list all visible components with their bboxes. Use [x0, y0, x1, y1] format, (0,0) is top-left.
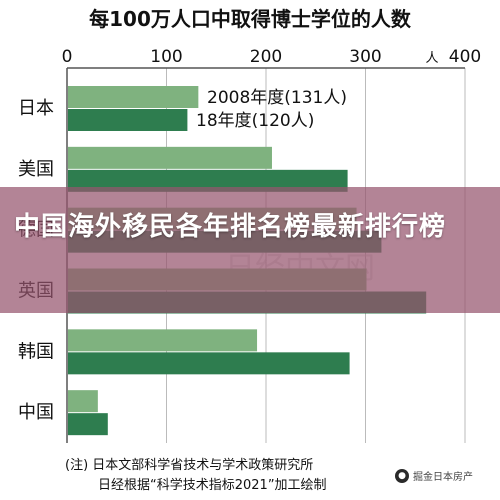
annotation-2018: 18年度(120人) [196, 111, 314, 131]
x-tick-label: 300 [349, 47, 381, 67]
category-label: 中国 [18, 402, 54, 423]
title-overlay-band [0, 187, 500, 313]
bar-2018 [68, 109, 188, 131]
bar-2018 [68, 352, 350, 375]
x-tick-label: 0 [62, 47, 73, 67]
wechat-watermark: ● 掘金日本房产 [395, 468, 473, 483]
bar-2018 [68, 169, 348, 192]
x-tick-label: 100 [150, 47, 182, 67]
x-tick-label: 200 [250, 47, 282, 67]
annotation-2008: 2008年度(131人) [207, 88, 347, 108]
x-tick-label: 400 [449, 47, 481, 67]
bar-2008 [68, 146, 272, 169]
category-label: 韩国 [18, 341, 54, 362]
source-note-1: (注) 日本文部科学省技术与学术政策研究所 [65, 458, 314, 473]
bar-2008 [68, 329, 258, 352]
bar-2008 [68, 86, 199, 108]
category-label: 美国 [18, 159, 54, 180]
unit-label: 人 [425, 51, 438, 66]
bar-2008 [68, 390, 98, 413]
overlay-title: 中国海外移民各年排名榜最新排行榜 [14, 212, 447, 242]
source-note-2: 日经根据“科学技术指标2021”加工绘制 [98, 478, 327, 493]
wechat-icon: ● [395, 468, 409, 483]
bar-2018 [68, 413, 108, 436]
category-label: 日本 [18, 98, 54, 119]
watermark-text: 掘金日本房产 [413, 472, 473, 483]
chart-title: 每100万人口中取得博士学位的人数 [89, 7, 412, 31]
